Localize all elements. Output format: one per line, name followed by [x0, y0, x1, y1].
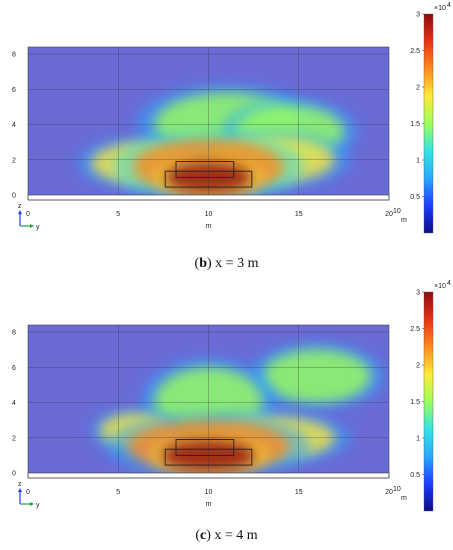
caption-letter-c: c: [199, 528, 207, 543]
triad-y-label: y: [36, 502, 40, 509]
colorbar-tick-label-b: 0.5: [410, 194, 420, 201]
x-axis-label-b: m: [206, 223, 212, 230]
colorbar-tick-label-c: 1.5: [410, 399, 420, 406]
colorbar-multiplier-exp-c: 4: [447, 280, 451, 287]
x-tick-label-c: 20: [385, 489, 393, 496]
colorbar-tick-label-b: 2: [416, 85, 420, 92]
colorbar-b: [423, 13, 434, 234]
chart-panel-b: 0 2 4 6 8 0 5 10 15 20 10 m m z y 3 2.5 2 1.5 1 0.5 ×10 4: [0, 0, 453, 250]
obstacle-outline-b: [164, 170, 253, 188]
x-tick-label-c: 10: [205, 489, 213, 496]
x-axis-label-c: m: [206, 501, 212, 508]
obstacle-outline-b: [175, 161, 235, 178]
colorbar-tick-label-c: 1: [416, 436, 420, 443]
x-tick-label-b: 5: [116, 211, 120, 218]
colorbar-tick-label-b: 1: [416, 158, 420, 165]
plume-core-c: [262, 349, 371, 403]
y-tick-label-b: 8: [12, 52, 16, 59]
colorbar-multiplier-exp-b: 4: [447, 2, 451, 9]
chart-panel-c: 0 2 4 6 8 0 5 10 15 20 10 m m z y 3 2.5 2 1.5 1 0.5 ×10 4: [0, 278, 453, 528]
caption-text-c: x = 4 m: [214, 528, 258, 543]
plot-frame-b: [27, 46, 390, 201]
x-axis-unit-c: m: [401, 495, 407, 502]
colorbar-tick-label-c: 3: [416, 290, 420, 297]
y-tick-label-c: 2: [12, 435, 16, 442]
colorbar-tick-label-b: 3: [416, 12, 420, 19]
x-axis-unit-b: m: [401, 217, 407, 224]
y-tick-label-b: 4: [12, 122, 16, 129]
y-tick-label-b: 0: [12, 193, 16, 200]
x-tick-label-b: 10: [205, 211, 213, 218]
colorbar-tick-label-b: 1.5: [410, 121, 420, 128]
x-axis-exponent-c: 10: [393, 486, 401, 493]
obstacle-outline-c: [164, 448, 253, 466]
chart-caption-c: (c) x = 4 m: [195, 528, 258, 543]
triad-z-arrow: [18, 488, 22, 492]
floor-strip-b: [27, 194, 390, 201]
colorbar-tick-label-b: 2.5: [410, 48, 420, 55]
x-tick-label-c: 15: [295, 489, 303, 496]
y-tick-label-b: 2: [12, 157, 16, 164]
x-tick-label-b: 0: [26, 211, 30, 218]
y-tick-label-c: 6: [12, 365, 16, 372]
colorbar-tick-label-c: 2.5: [410, 326, 420, 333]
colorbar-c: [423, 291, 434, 512]
triad-z-arrow: [18, 210, 22, 214]
floor-strip-c: [27, 472, 390, 479]
triad-y-arrow: [30, 224, 34, 228]
y-tick-label-c: 8: [12, 330, 16, 337]
triad-z-label: z: [18, 481, 22, 488]
caption-text-b: x = 3 m: [215, 256, 259, 271]
y-tick-label-c: 0: [12, 471, 16, 478]
x-tick-label-c: 5: [116, 489, 120, 496]
y-tick-label-b: 6: [12, 87, 16, 94]
colorbar-tick-label-c: 2: [416, 363, 420, 370]
y-tick-label-c: 4: [12, 400, 16, 407]
x-tick-label-b: 15: [295, 211, 303, 218]
triad-y-label: y: [36, 224, 40, 231]
grid-b: [28, 47, 389, 195]
x-axis-exponent-b: 10: [393, 208, 401, 215]
colorbar-multiplier-b: ×10: [434, 5, 446, 12]
chart-caption-b: (b) x = 3 m: [194, 256, 259, 271]
grid-c: [28, 325, 389, 473]
triad-z-label: z: [18, 203, 22, 210]
x-tick-label-b: 20: [385, 211, 393, 218]
colorbar-tick-label-c: 0.5: [410, 472, 420, 479]
x-tick-label-c: 0: [26, 489, 30, 496]
obstacle-outline-c: [175, 439, 235, 456]
triad-y-arrow: [30, 502, 34, 506]
caption-letter-b: b: [199, 256, 207, 271]
plot-frame-c: [27, 324, 390, 479]
colorbar-multiplier-c: ×10: [434, 283, 446, 290]
